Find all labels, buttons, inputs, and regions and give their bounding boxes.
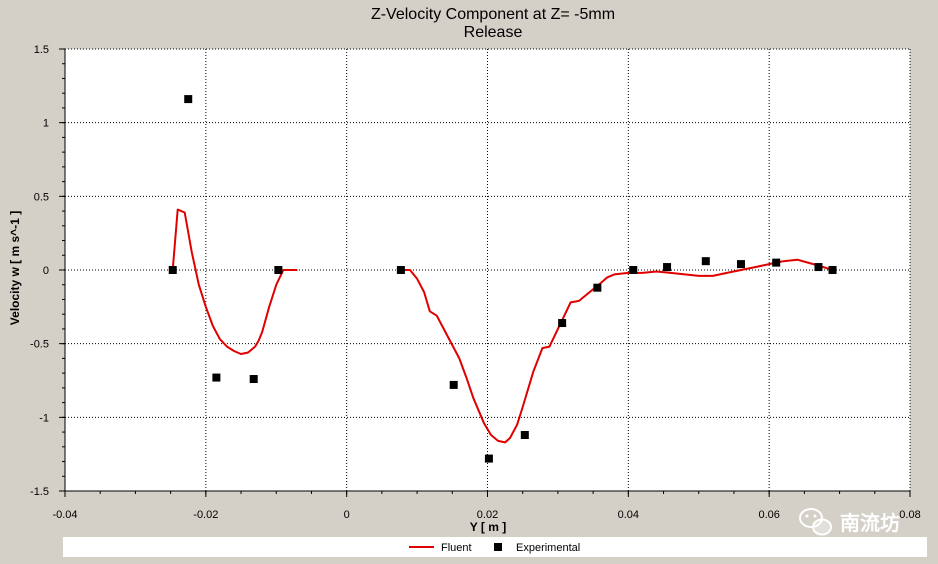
- experimental-point: [814, 263, 823, 272]
- x-tick-label: -0.02: [193, 509, 218, 521]
- y-tick-label: -1: [39, 412, 49, 424]
- tick-labels: -0.04 -0.02 0 0.02 0.04 0.06 0.08 1.5 1 0.5 0 -0.5 -…: [30, 44, 921, 521]
- legend-label-fluent: Fluent: [441, 542, 472, 554]
- experimental-point: [558, 319, 567, 328]
- y-tick-label: 0.5: [34, 191, 49, 203]
- experimental-point: [449, 380, 458, 389]
- fluent-series-line: [171, 208, 298, 355]
- chart-title: Z-Velocity Component at Z= -5mm: [371, 6, 615, 23]
- x-tick-label: 0.04: [618, 509, 639, 521]
- experimental-point: [737, 260, 745, 269]
- experimental-point: [772, 258, 781, 267]
- legend-item-experimental: Experimental: [494, 542, 580, 554]
- experimental-point: [396, 266, 405, 274]
- experimental-point: [520, 431, 529, 440]
- y-tick-label: 1.5: [34, 44, 49, 56]
- watermark: 南流坊: [799, 508, 900, 536]
- y-tick-label: -0.5: [30, 339, 49, 351]
- watermark-text: 南流坊: [840, 511, 900, 535]
- x-tick-label: 0.06: [758, 509, 779, 521]
- legend-item-fluent: Fluent: [409, 542, 472, 554]
- y-axis-label: Velocity w [ m s^-1 ]: [8, 211, 22, 325]
- experimental-point: [212, 373, 221, 382]
- experimental-point: [184, 95, 193, 104]
- x-tick-label: -0.04: [52, 509, 77, 521]
- x-tick-label: 0.02: [477, 509, 498, 521]
- experimental-point: [701, 257, 710, 266]
- experimental-point: [249, 375, 258, 384]
- x-axis-label: Y [ m ]: [470, 520, 506, 534]
- y-tick-label: 0: [43, 265, 49, 277]
- x-tick-label: 0.08: [899, 509, 920, 521]
- axes: [59, 48, 911, 497]
- experimental-point: [828, 266, 837, 274]
- plot-area: [65, 49, 910, 491]
- experimental-point: [593, 283, 602, 292]
- experimental-point: [629, 266, 638, 274]
- experimental-point: [168, 266, 177, 274]
- x-tick-label: 0: [344, 509, 350, 521]
- wechat-icon: [799, 508, 832, 536]
- experimental-point: [484, 454, 493, 463]
- experimental-point: [274, 266, 283, 274]
- experimental-point: [663, 263, 672, 272]
- y-tick-label: 1: [43, 118, 49, 130]
- legend-marker-swatch: [494, 543, 502, 551]
- fluent-series-line: [399, 258, 833, 444]
- series-layer: [168, 95, 837, 463]
- chart-subtitle: Release: [464, 24, 523, 41]
- legend-label-experimental: Experimental: [516, 542, 580, 554]
- y-tick-label: -1.5: [30, 486, 49, 498]
